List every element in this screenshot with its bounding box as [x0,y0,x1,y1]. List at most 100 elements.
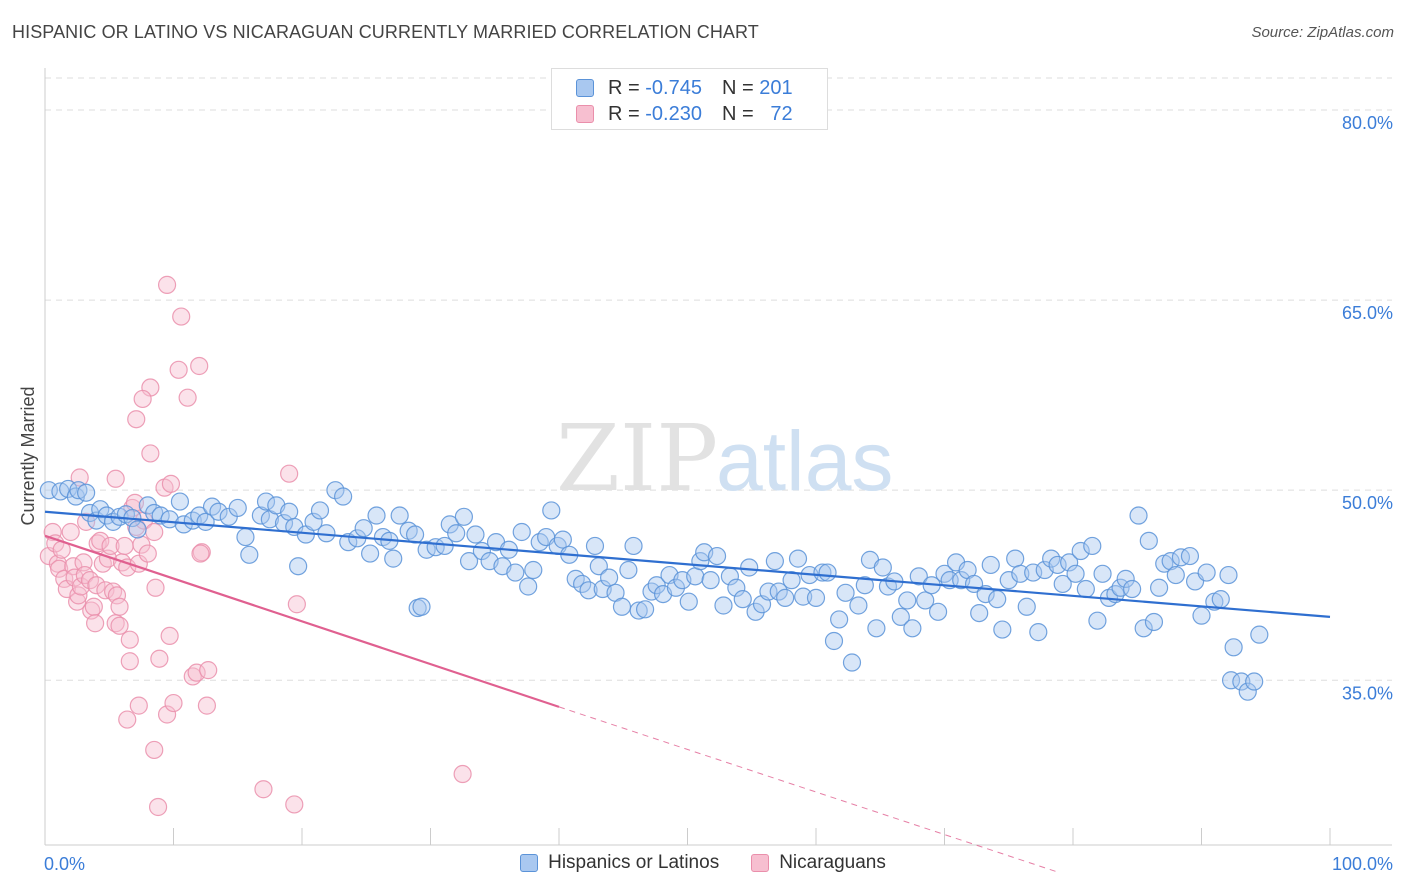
hispanic-point [1139,531,1158,550]
nicaraguan-point [96,581,115,600]
y-tick-label: 80.0% [1342,113,1393,133]
stats-r-label: R = [608,102,640,125]
nicaraguan-point [115,536,134,556]
hispanic-point [1245,672,1264,691]
legend-swatch-blue [520,854,539,872]
hispanic-point [228,498,247,518]
nicaraguan-point [106,469,125,488]
hispanic-point [1053,574,1072,594]
hispanic-point [454,507,474,526]
hispanic-point [354,519,373,538]
hispanic-point [782,571,801,590]
hispanic-point [466,525,485,544]
hispanic-point [1066,564,1085,583]
hispanic-point [1093,564,1112,583]
nicaraguan-point [61,522,80,542]
hispanic-point [759,582,778,601]
hispanic-point [629,601,648,620]
hispanic-point [39,481,58,500]
hispanic-point [506,563,525,582]
stats-r-label: R = [608,76,640,99]
hispanic-point [524,560,543,580]
hispanic-point [459,552,479,571]
hispanic-point [1232,672,1251,691]
legend-item-hispanics[interactable]: Hispanics or Latinos [520,852,719,874]
hispanic-point [619,560,638,580]
hispanic-point [256,492,276,511]
x-tick-label-end: 100.0% [1332,854,1393,874]
hispanic-point [1011,564,1030,583]
hispanic-point [1071,541,1090,561]
hispanic-point [289,557,308,576]
nicaraguan-point [197,696,217,715]
nicaraguan-point [280,464,299,483]
hispanic-point [1076,579,1095,599]
nicaraguan-point [110,616,129,635]
hispanic-point [1111,578,1130,597]
watermark-zip: ZIP [556,405,718,512]
y-tick-label: 35.0% [1342,683,1393,703]
legend-item-nicaraguans[interactable]: Nicaraguans [751,852,886,874]
hispanic-point [733,590,752,609]
hispanic-point [240,545,259,564]
legend-label: Hispanics or Latinos [548,852,720,873]
hispanic-point [542,501,561,520]
hispanic-point [928,602,948,621]
nicaraguan-point [146,578,165,597]
y-tick-label: 65.0% [1342,303,1393,323]
hispanic-point [1180,546,1200,566]
nicaraguan-point [145,522,164,542]
hispanic-point [160,510,179,529]
hispanic-point [898,591,917,610]
hispanic-point [981,555,1000,575]
nicaraguan-point [120,652,139,671]
nicaraguan-point [120,630,139,649]
stats-n-label: N = [721,76,754,99]
hispanic-point [170,492,190,511]
hispanic-point [686,567,705,586]
hispanic-point [740,558,759,577]
hispanic-point [1134,619,1153,638]
hispanic-point [310,501,330,520]
hispanic-point [824,631,844,651]
hispanic-point [236,527,255,547]
nicaraguan-point [164,693,183,713]
correlation-stats-box: R = -0.745 N = 201 R = -0.230 N = 72 [551,68,828,130]
nicaraguan-point [141,444,160,463]
stats-n-value: 201 [759,76,793,99]
stats-r-value: -0.745 [645,76,702,99]
nicaraguan-point [157,705,177,724]
hispanic-point [1048,555,1067,575]
watermark-atlas: atlas [716,414,893,508]
nicaraguan-point [129,696,148,715]
nicaraguan-point [150,649,169,668]
hispanic-point [806,588,826,607]
nicaraguan-point [178,388,197,407]
hispanic-point [746,602,765,621]
hispanic-point [1017,597,1036,616]
nicaraguan-point [254,780,273,799]
hispanic-point [209,502,228,521]
hispanic-point [512,522,531,542]
hispanic-point [1219,565,1238,585]
hispanic-point [1129,506,1148,525]
nicaraguan-point [148,797,168,817]
hispanic-point [794,587,813,606]
hispanic-point [999,571,1018,590]
stats-swatch-blue [576,79,594,97]
hispanic-point [334,487,353,506]
nicaraguan-point [145,740,164,760]
nicaraguan-point [127,410,146,429]
hispanic-point [1238,682,1257,701]
nicaraguan-trend-extension [558,706,1061,874]
hispanic-point [776,588,795,607]
nicaraguan-point [107,586,127,605]
chart-legend: Hispanics or Latinos Nicaraguans [0,852,1406,874]
hispanic-point [1024,563,1043,582]
hispanic-trend-line [44,510,1331,618]
nicaraguan-point [87,576,106,595]
hispanic-point [519,577,538,596]
hispanic-point [251,506,270,525]
nicaraguan-point [101,536,120,556]
